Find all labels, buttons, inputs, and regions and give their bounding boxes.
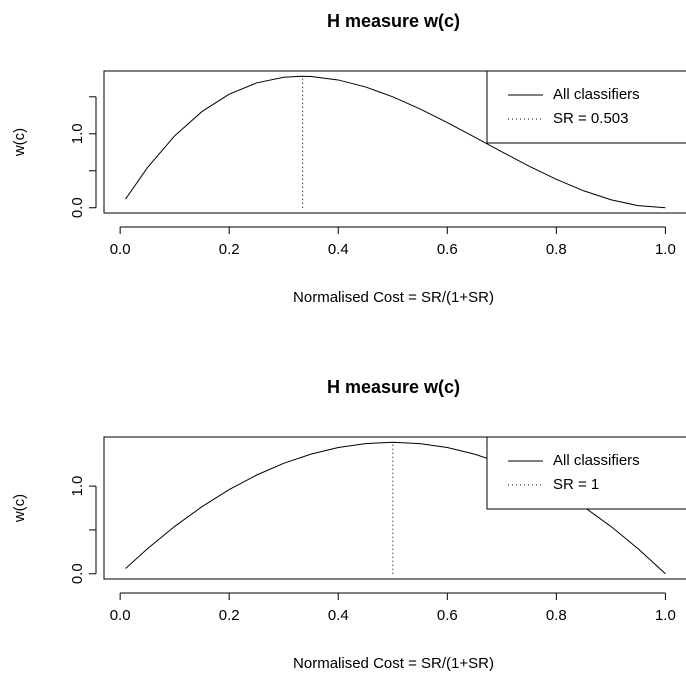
x-tick-label: 0.2 [219, 241, 240, 258]
plot-box [103, 436, 686, 580]
x-tick-label: 0.8 [546, 607, 567, 624]
legend-label: SR = 1 [553, 476, 599, 493]
y-tick-label: 1.0 [69, 123, 86, 144]
legend-box [486, 70, 686, 144]
plot-box [103, 70, 686, 214]
legend-label: All classifiers [553, 452, 640, 469]
x-tick-label: 0.4 [328, 607, 349, 624]
x-tick-label: 0.2 [219, 607, 240, 624]
chart-title: H measure w(c) [327, 377, 460, 397]
y-tick-label: 1.0 [69, 476, 86, 497]
x-tick-label: 0.4 [328, 241, 349, 258]
x-tick-label: 0.8 [546, 241, 567, 258]
y-axis-label: w(c) [11, 128, 28, 157]
chart: H measure w(c) Normalised Cost = SR/(1+SR… [11, 11, 686, 306]
legend-label: SR = 0.503 [553, 110, 628, 127]
x-tick-label: 0.0 [110, 241, 131, 258]
x-tick-label: 1.0 [655, 607, 676, 624]
x-tick-label: 0.0 [110, 607, 131, 624]
x-tick-label: 1.0 [655, 241, 676, 258]
y-axis-label: w(c) [11, 494, 28, 523]
legend-label: All classifiers [553, 86, 640, 103]
x-tick-label: 0.6 [437, 607, 458, 624]
legend-box [486, 436, 686, 510]
x-axis-label: Normalised Cost = SR/(1+SR) [293, 655, 494, 672]
x-axis-label: Normalised Cost = SR/(1+SR) [293, 289, 494, 306]
curve [125, 75, 666, 209]
x-tick-label: 0.6 [437, 241, 458, 258]
chart: H measure w(c) Normalised Cost = SR/(1+SR… [11, 377, 686, 672]
y-tick-label: 0.0 [69, 563, 86, 584]
y-tick-label: 0.0 [69, 197, 86, 218]
chart-title: H measure w(c) [327, 11, 460, 31]
